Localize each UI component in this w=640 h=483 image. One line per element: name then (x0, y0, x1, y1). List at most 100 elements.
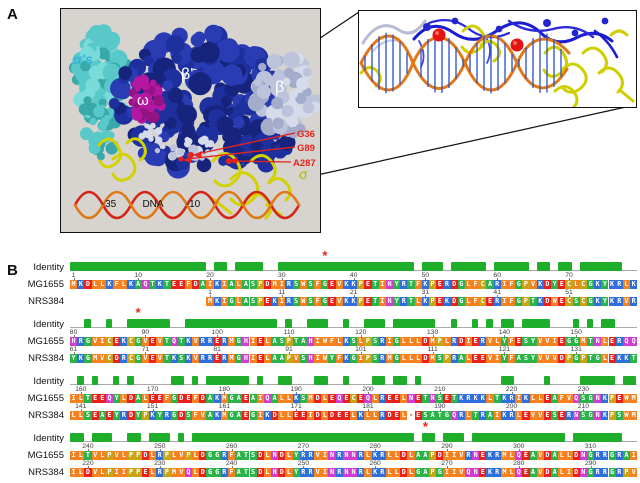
residue-cell: H (306, 337, 315, 346)
residue-cell: Q (141, 280, 149, 289)
residue-cell: T (450, 394, 458, 403)
residue-cell: L (285, 451, 293, 460)
identity-bar-segment (285, 319, 292, 328)
residue-cell: V (536, 337, 544, 346)
residue-cell: D (421, 354, 429, 363)
identity-bar-segment (486, 319, 493, 328)
identity-bar-segment (579, 376, 615, 385)
residue-cell: E (486, 297, 494, 306)
identity-bar-segment (127, 433, 141, 442)
residue-cell: L (507, 451, 516, 460)
residue-cell: R (457, 411, 465, 420)
residue-cell: G (321, 297, 329, 306)
residue-cell: K (608, 297, 616, 306)
residue-cell: N (385, 297, 394, 306)
identity-bar-segment (364, 319, 386, 328)
residue-cell: E (558, 297, 566, 306)
residue-cell: G (249, 411, 257, 420)
residue-cell: Y (113, 411, 121, 420)
residue-cell: V (335, 280, 343, 289)
residue-cell: L (407, 337, 415, 346)
residue-cell: P (522, 280, 530, 289)
residue-cell: Y (529, 354, 537, 363)
residue-cell: E (479, 451, 487, 460)
residue-cell: K (120, 337, 128, 346)
residue-cell: R (220, 451, 228, 460)
residue-cell: K (594, 280, 602, 289)
residue-cell: K (184, 337, 193, 346)
residue-cell: K (594, 297, 602, 306)
residue-cell: V (199, 411, 207, 420)
residue-cell: Y (601, 280, 609, 289)
residue-cell: M (429, 354, 437, 363)
identity-bar-segment (414, 376, 421, 385)
residue-cell: D (421, 337, 429, 346)
residue-cell: R (601, 451, 609, 460)
residue-cell: V (565, 394, 573, 403)
residue-cell: L (321, 394, 329, 403)
residue-cell: D (141, 451, 149, 460)
residue-cell: E (342, 394, 350, 403)
residue-cell: Y (529, 337, 537, 346)
residue-cell: V (486, 337, 494, 346)
residue-cell: E (256, 337, 264, 346)
residue-cell: V (192, 337, 200, 346)
residue-cell: A (278, 354, 286, 363)
residue-cell: L (414, 337, 422, 346)
residue-cell: L (364, 411, 372, 420)
residue-cell: L (400, 411, 408, 420)
residue-cell: M (170, 468, 178, 477)
residue-cell: T (163, 337, 171, 346)
residue-cell: A (134, 394, 142, 403)
blob-sphere (198, 41, 220, 64)
residue-cell: S (350, 337, 358, 346)
residue-cell: Q (105, 394, 114, 403)
residue-cell: L (148, 451, 157, 460)
identity-bar-segment (192, 433, 414, 442)
residue-cell: L (393, 451, 401, 460)
residue-cell: A (486, 280, 494, 289)
residue-cell: P (134, 451, 142, 460)
residue-cell: I (220, 297, 228, 306)
residue-cell: G (321, 280, 329, 289)
residue-cell: E (148, 354, 157, 363)
residue-cell: L (443, 337, 451, 346)
blob-sphere (221, 64, 243, 86)
residue-cell: K (105, 280, 114, 289)
blob-sphere (79, 46, 94, 61)
residue-cell: L (263, 337, 272, 346)
residue-cell: G (350, 354, 358, 363)
residue-cell: L (601, 354, 609, 363)
residue-cell: D (256, 451, 264, 460)
residue-cell: G (84, 354, 92, 363)
residue-cell: T (242, 451, 250, 460)
residue-cell: L (357, 337, 365, 346)
residue-cell: L (263, 354, 272, 363)
identity-bar-segment (342, 376, 350, 385)
identity-bar-segment (393, 376, 407, 385)
residue-cell: T (472, 411, 480, 420)
blob-sphere (193, 31, 206, 44)
residue-cell: I (385, 337, 394, 346)
residue-cell: R (199, 354, 207, 363)
residue-cell: K (486, 451, 494, 460)
residue-cell: C (105, 337, 114, 346)
residue-cell: A (421, 451, 429, 460)
residue-cell: P (141, 411, 149, 420)
structure-art: α's β' β ω σ G36 G89 A287 -35 DNA -10 (68, 24, 320, 220)
residue-cell: R (615, 468, 623, 477)
residue-cell: S (249, 280, 257, 289)
residue-cell: S (522, 337, 530, 346)
blob-sphere (96, 152, 105, 161)
residue-cell: A (414, 451, 422, 460)
residue-cell: R (630, 297, 638, 306)
residue-cell: E (292, 411, 300, 420)
nrs384-row-label: NRS384 (28, 467, 64, 478)
residue-cell: M (91, 354, 99, 363)
residue-cell: A (134, 280, 142, 289)
residue-cell: L (385, 451, 394, 460)
residue-cell: D (385, 411, 394, 420)
residue-cell: V (314, 451, 322, 460)
residue-cell: L (70, 411, 78, 420)
